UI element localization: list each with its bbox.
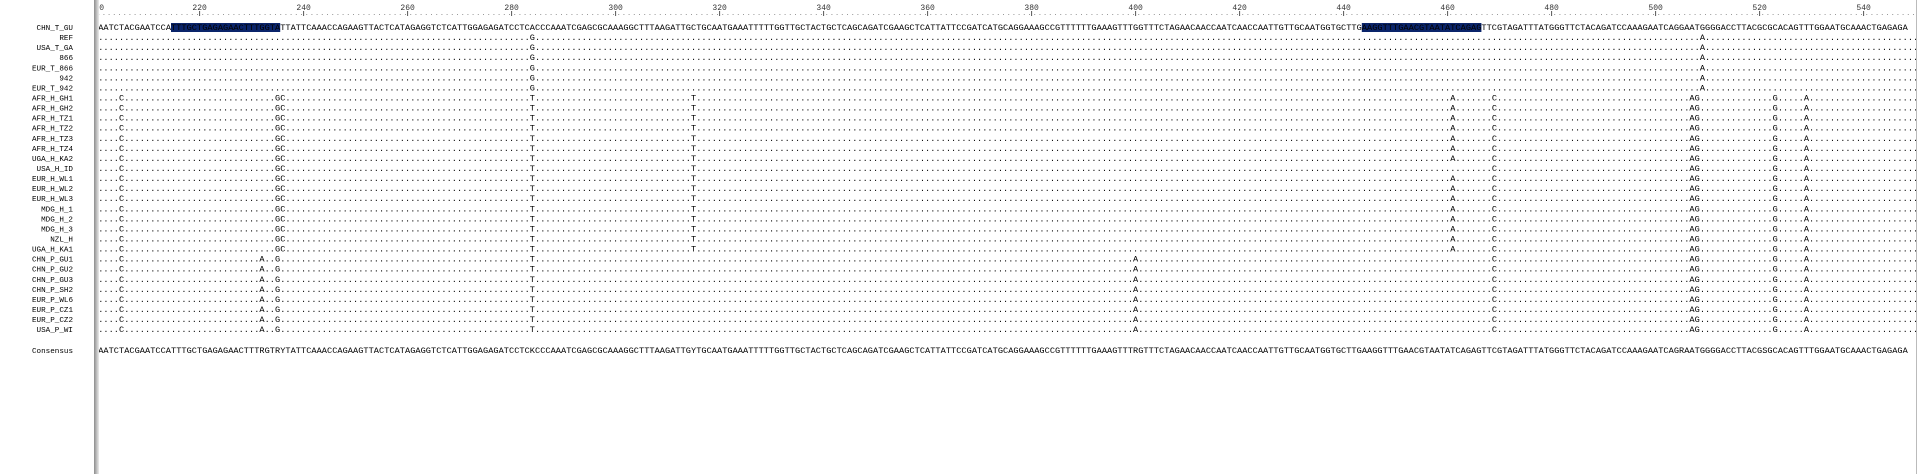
sequence-name: USA_H_ID [37,166,74,174]
sequence-name: EUR_H_WL3 [32,196,73,204]
ruler-label: 320 [712,4,727,13]
ruler-label: 420 [1232,4,1247,13]
sequence-name: MDG_H_3 [41,226,73,234]
aligned-sequence: .....C..........................A..G....… [93,255,1918,265]
ruler-label: 460 [1440,4,1455,13]
sequence-name: AFR_H_TZ4 [32,146,73,154]
sequence-name: EUR_H_WL2 [32,186,73,194]
aligned-sequence: ........................................… [93,73,1918,83]
aligned-sequence: .....C.............................GC...… [93,174,1918,184]
ruler-label: 400 [1128,4,1143,13]
aligned-sequence: .....C..........................A..G....… [93,285,1918,295]
consensus-label: Consensus [32,348,73,356]
sequence-name: AFR_H_TZ3 [32,136,73,144]
sequence-name: NZL_H [50,236,73,244]
sequence-name: EUR_P_CZ2 [32,317,73,325]
sequence-name: MDG_H_1 [41,206,73,214]
ruler-label: 0 [99,4,104,13]
sequence-name: CHN_T_GU [37,25,74,33]
selection-highlight [171,23,281,32]
sequence-name: EUR_T_942 [32,85,73,93]
sequence-name: AFR_H_GH2 [32,106,73,114]
aligned-sequence: .....C.............................GC...… [93,93,1918,103]
sequence-name: CHN_P_GU2 [32,267,73,275]
sequence: TTCGTAGATTTATGGGTTCTACAGATCCAAAGAATCAGGA… [1481,23,1908,33]
aligned-sequence: .....C..........................A..G....… [93,275,1918,285]
selection-highlight [1361,23,1482,32]
ruler-label: 240 [296,4,311,13]
aligned-sequence: .....C.............................GC...… [93,224,1918,234]
name-panel [0,0,94,474]
aligned-sequence: .....C.............................GC...… [93,114,1918,124]
name-column: CHN_T_GU REF USA_T_GA 866 EUR_T_866 942 EUR_T_… [32,25,73,356]
sequence-name: CHN_P_GU3 [32,277,73,285]
aligned-sequence: .....C..........................A..G....… [93,315,1918,325]
sequence-name: AFR_H_TZ1 [32,116,73,124]
sequence-name: EUR_H_WL1 [32,176,73,184]
sequence-name: EUR_P_WL6 [32,297,73,305]
sequence-name: MDG_H_2 [41,216,73,224]
sequence-name: 942 [59,75,73,83]
sequence-name: REF [59,35,73,43]
ruler-label: 300 [608,4,623,13]
aligned-sequence: .....C.............................GC...… [93,144,1918,154]
aligned-sequence: .....C.............................GC...… [93,245,1918,255]
sequence-name: UGA_H_KA1 [32,247,73,255]
selected-sequence: TTTGCTGAGAGAACTTTGGTA [171,23,281,33]
aligned-sequence: .....C..........................A..G....… [93,265,1918,275]
consensus-sequence: AAATCTACGAATCCATTTGCTGAGAGAACTTTRGTRYTAT… [93,346,1909,356]
aligned-sequence: .....C.............................GC...… [93,204,1918,214]
sequence-name: EUR_T_866 [32,65,73,73]
aligned-sequence: .....C.............................GC...… [93,134,1918,144]
aligned-sequence: .....C.............................GC...… [93,214,1918,224]
aligned-sequence: .....C.............................GC...… [93,164,1918,174]
sequence-area: 0 220 240 260 280 300 320 340 360 380 400 420 440 460… [93,4,1918,356]
sequence-name: USA_T_GA [37,45,74,53]
ruler-label: 500 [1648,4,1663,13]
ruler-label: 340 [816,4,831,13]
sequence: TTATTCAAACCAGAAGTTACTCATAGAGGTCTCATTGGAG… [280,23,1362,33]
aligned-sequence: .....C.............................GC...… [93,154,1918,164]
aligned-sequence: ........................................… [93,63,1918,73]
selected-sequence: AAGGTTTGAACGTAATATCAGAG [1362,23,1482,33]
ruler-label: 280 [504,4,519,13]
aligned-sequence: .....C..........................A..G....… [93,325,1918,335]
sequence: AAATCTACGAATCCA [93,23,172,33]
sequence-name: CHN_P_GU1 [32,257,73,265]
sequence-name: 866 [59,55,73,63]
panel-divider [94,0,99,474]
ruler-label: 540 [1856,4,1871,13]
sequence-name: USA_P_WI [37,327,73,335]
ruler-label: 360 [920,4,935,13]
sequence-name: EUR_P_CZ1 [32,307,73,315]
aligned-sequence: .....C.............................GC...… [93,104,1918,114]
aligned-sequence: .....C.............................GC...… [93,194,1918,204]
sequence-name: AFR_H_GH1 [32,95,73,103]
ruler-label: 480 [1544,4,1559,13]
aligned-sequence: .....C.............................GC...… [93,124,1918,134]
sequence-name: CHN_P_SH2 [32,287,73,295]
sequence-name: AFR_H_TZ2 [32,126,73,134]
aligned-sequence: .....C.............................GC...… [93,184,1918,194]
aligned-sequence: ........................................… [93,53,1918,63]
ruler-label: 260 [400,4,415,13]
aligned-sequence: .....C..........................A..G....… [93,295,1918,305]
ruler-label: 520 [1752,4,1767,13]
ruler-label: 220 [192,4,207,13]
aligned-sequence: ........................................… [93,33,1918,43]
aligned-sequence: .....C.............................GC...… [93,234,1918,244]
ruler-label: 440 [1336,4,1351,13]
aligned-sequence: ........................................… [93,43,1918,53]
ruler-label: 380 [1024,4,1039,13]
aligned-sequence: .....C..........................A..G....… [93,305,1918,315]
sequence-name: UGA_H_KA2 [32,156,73,164]
aligned-sequence: ........................................… [93,83,1918,93]
